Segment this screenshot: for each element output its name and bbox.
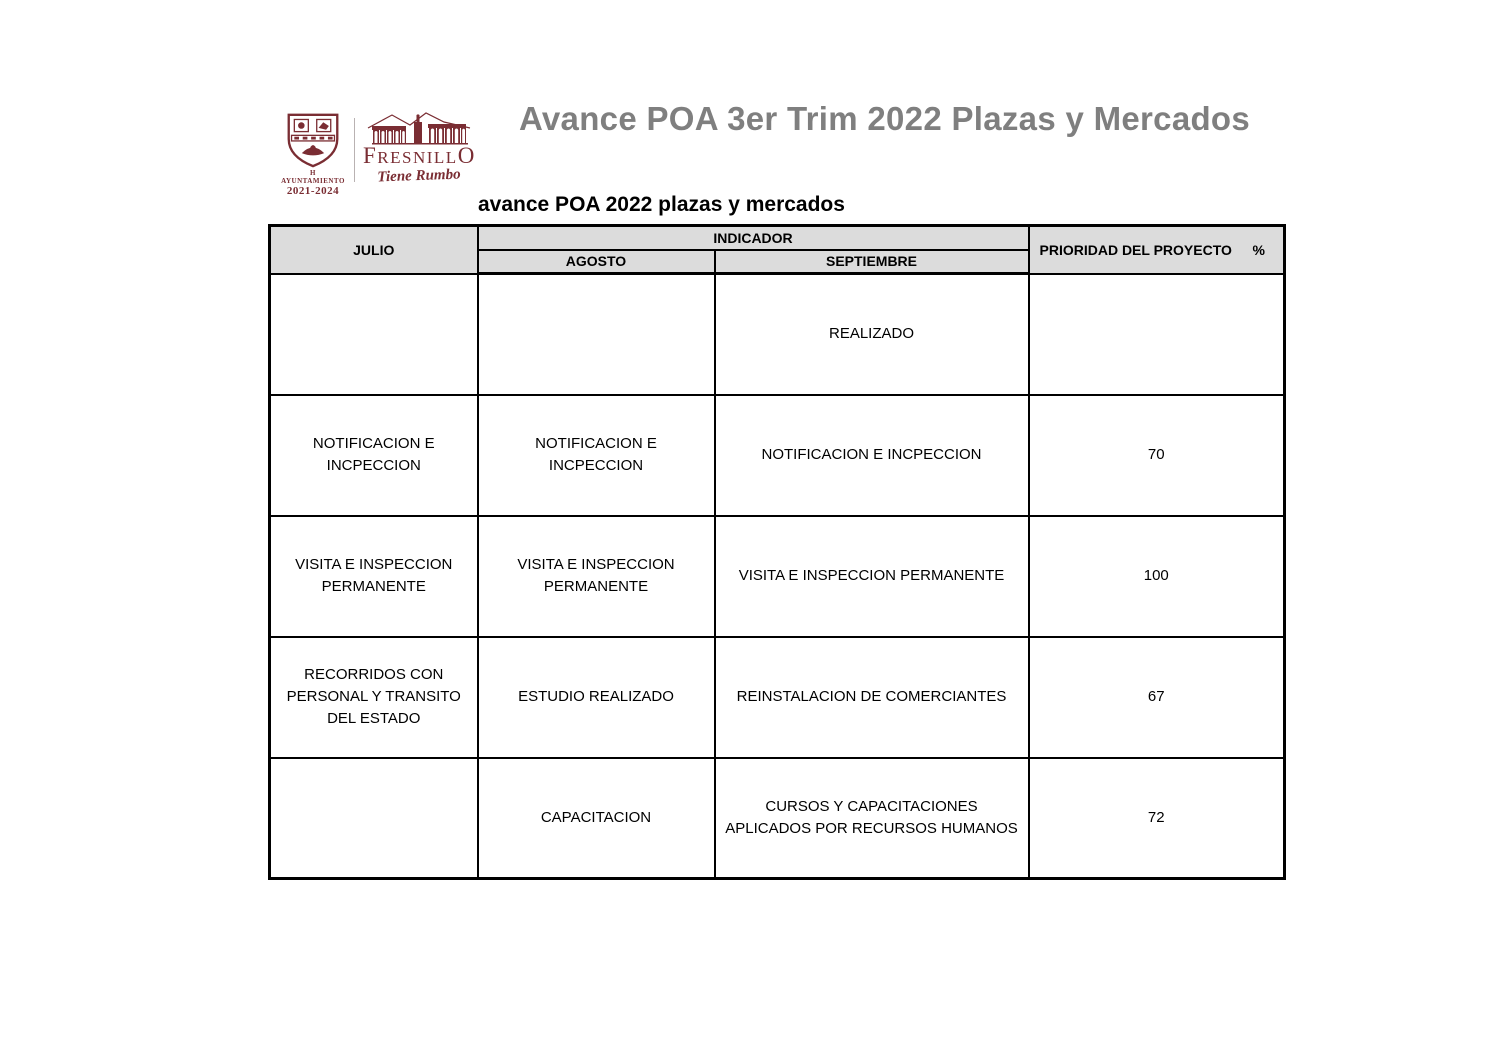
header-indicador: INDICADOR [476, 224, 1030, 251]
crest-caption: H AYUNTAMIENTO [281, 169, 345, 185]
header-septiembre: SEPTIEMBRE [713, 248, 1030, 275]
table-row: CAPACITACION CURSOS Y CAPACITACIONES APL… [268, 756, 1286, 880]
cell-prioridad: 72 [1027, 756, 1286, 880]
cell-julio: NOTIFICACION E INCPECCION [268, 393, 479, 517]
municipal-logo: H AYUNTAMIENTO 2021-2024 [280, 112, 475, 197]
cell-agosto [476, 272, 716, 396]
cell-agosto: NOTIFICACION E INCPECCION [476, 393, 716, 517]
header-julio: JULIO [268, 224, 479, 275]
table-row: NOTIFICACION E INCPECCION NOTIFICACION E… [268, 393, 1286, 517]
cell-agosto: VISITA E INSPECCION PERMANENTE [476, 514, 716, 638]
cell-septiembre: VISITA E INSPECCION PERMANENTE [713, 514, 1030, 638]
table-row: REALIZADO [268, 272, 1286, 396]
cell-septiembre: CURSOS Y CAPACITACIONES APLICADOS POR RE… [713, 756, 1030, 880]
fresnillo-building-icon [363, 112, 475, 146]
cell-prioridad: 100 [1027, 514, 1286, 638]
cell-prioridad: 70 [1027, 393, 1286, 517]
cell-prioridad [1027, 272, 1286, 396]
crest-icon [280, 112, 346, 168]
cell-julio [268, 756, 479, 880]
cell-agosto: CAPACITACION [476, 756, 716, 880]
cell-septiembre: REINSTALACION DE COMERCIANTES [713, 635, 1030, 759]
table-row: RECORRIDOS CON PERSONAL Y TRANSITO DEL E… [268, 635, 1286, 759]
table-caption: avance POA 2022 plazas y mercados [478, 193, 845, 216]
header-prioridad: PRIORIDAD DEL PROYECTO % [1027, 224, 1286, 275]
header-prioridad-label: PRIORIDAD DEL PROYECTO [1039, 241, 1232, 258]
header-agosto: AGOSTO [476, 248, 716, 275]
fresnillo-brand: FRESNILLO Tiene Rumbo [363, 112, 475, 185]
cell-prioridad: 67 [1027, 635, 1286, 759]
page-title: Avance POA 3er Trim 2022 Plazas y Mercad… [519, 100, 1251, 137]
table-row: VISITA E INSPECCION PERMANENTE VISITA E … [268, 514, 1286, 638]
crest-years: 2021-2024 [286, 185, 340, 197]
brand-name: FRESNILLO [363, 143, 476, 168]
cell-julio [268, 272, 479, 396]
logo-divider [354, 118, 355, 182]
poa-table: JULIO INDICADOR PRIORIDAD DEL PROYECTO %… [268, 224, 1286, 880]
ayuntamiento-crest: H AYUNTAMIENTO 2021-2024 [280, 112, 346, 197]
cell-agosto: ESTUDIO REALIZADO [476, 635, 716, 759]
cell-julio: RECORRIDOS CON PERSONAL Y TRANSITO DEL E… [268, 635, 479, 759]
brand-tagline: Tiene Rumbo [377, 166, 461, 186]
cell-septiembre: NOTIFICACION E INCPECCION [713, 393, 1030, 517]
header-percent-label: % [1252, 241, 1265, 258]
cell-septiembre: REALIZADO [713, 272, 1030, 396]
cell-julio: VISITA E INSPECCION PERMANENTE [268, 514, 479, 638]
